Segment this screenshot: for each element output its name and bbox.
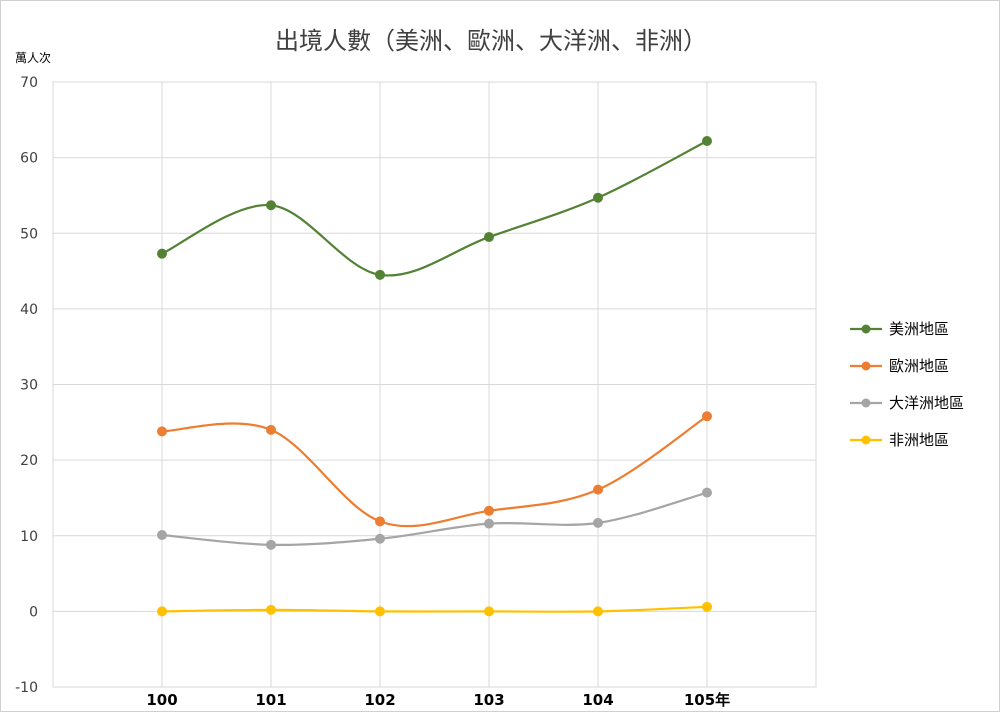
y-tick-label: 40: [20, 302, 38, 318]
x-tick-label: 103: [473, 691, 504, 709]
data-point: [157, 248, 167, 259]
data-point: [375, 533, 385, 544]
x-tick-label: 105年: [684, 691, 730, 709]
data-point: [266, 200, 276, 211]
data-point: [266, 539, 276, 550]
data-point: [484, 606, 494, 617]
y-tick-label: 60: [20, 151, 38, 167]
legend-item: 大洋洲地區: [850, 394, 964, 412]
legend-label: 歐洲地區: [889, 357, 949, 375]
data-point: [484, 518, 494, 529]
data-point: [375, 269, 385, 280]
series-line: [161, 605, 708, 613]
x-tick-label: 101: [255, 691, 286, 709]
x-tick-label: 102: [364, 691, 395, 709]
series-line: [161, 415, 708, 528]
y-tick-label: 70: [20, 75, 38, 91]
legend-item: 非洲地區: [850, 431, 949, 449]
data-point: [157, 529, 167, 540]
y-tick-label: 20: [20, 453, 38, 469]
chart-title: 出境人數（美洲、歐洲、大洋洲、非洲）: [275, 27, 707, 55]
data-point: [593, 484, 603, 495]
series-3: [157, 487, 712, 550]
data-point: [702, 411, 712, 422]
data-point: [593, 517, 603, 528]
y-tick-label: 30: [20, 378, 38, 394]
legend-label: 非洲地區: [889, 431, 949, 449]
data-point: [484, 505, 494, 516]
y-axis-label: 萬人次: [15, 51, 51, 65]
series-line: [161, 140, 708, 277]
legend-marker: [861, 435, 871, 445]
plot-area-border: [52, 81, 817, 688]
gridlines: [52, 81, 817, 688]
legend-label: 大洋洲地區: [889, 394, 964, 412]
series-4: [157, 601, 712, 617]
data-point: [702, 487, 712, 498]
y-tick-label: 50: [20, 226, 38, 242]
legend-item: 歐洲地區: [850, 357, 949, 375]
legend-label: 美洲地區: [889, 320, 949, 338]
x-tick-label: 104: [582, 691, 613, 709]
data-point: [702, 135, 712, 146]
data-point: [593, 192, 603, 203]
legend-marker: [861, 324, 871, 334]
data-point: [484, 232, 494, 243]
series-2: [157, 411, 712, 528]
legend-marker: [861, 361, 871, 371]
data-point: [375, 606, 385, 617]
data-point: [266, 424, 276, 435]
series-1: [157, 135, 712, 280]
data-point: [702, 601, 712, 612]
y-tick-label: 10: [20, 529, 38, 545]
data-point: [593, 606, 603, 617]
data-point: [266, 604, 276, 615]
legend-item: 美洲地區: [850, 320, 949, 338]
series-lines: [157, 135, 712, 617]
legend-marker: [861, 398, 871, 408]
data-point: [157, 426, 167, 437]
x-tick-label: 100: [146, 691, 177, 709]
data-point: [157, 606, 167, 617]
series-line: [161, 491, 708, 547]
axis-ticks: -10 0 10 20 30 40 50 60 70 100 101 102 103 104 105年: [15, 75, 730, 709]
y-tick-label: 0: [29, 604, 38, 620]
data-point: [375, 516, 385, 527]
y-tick-label: -10: [15, 680, 38, 696]
